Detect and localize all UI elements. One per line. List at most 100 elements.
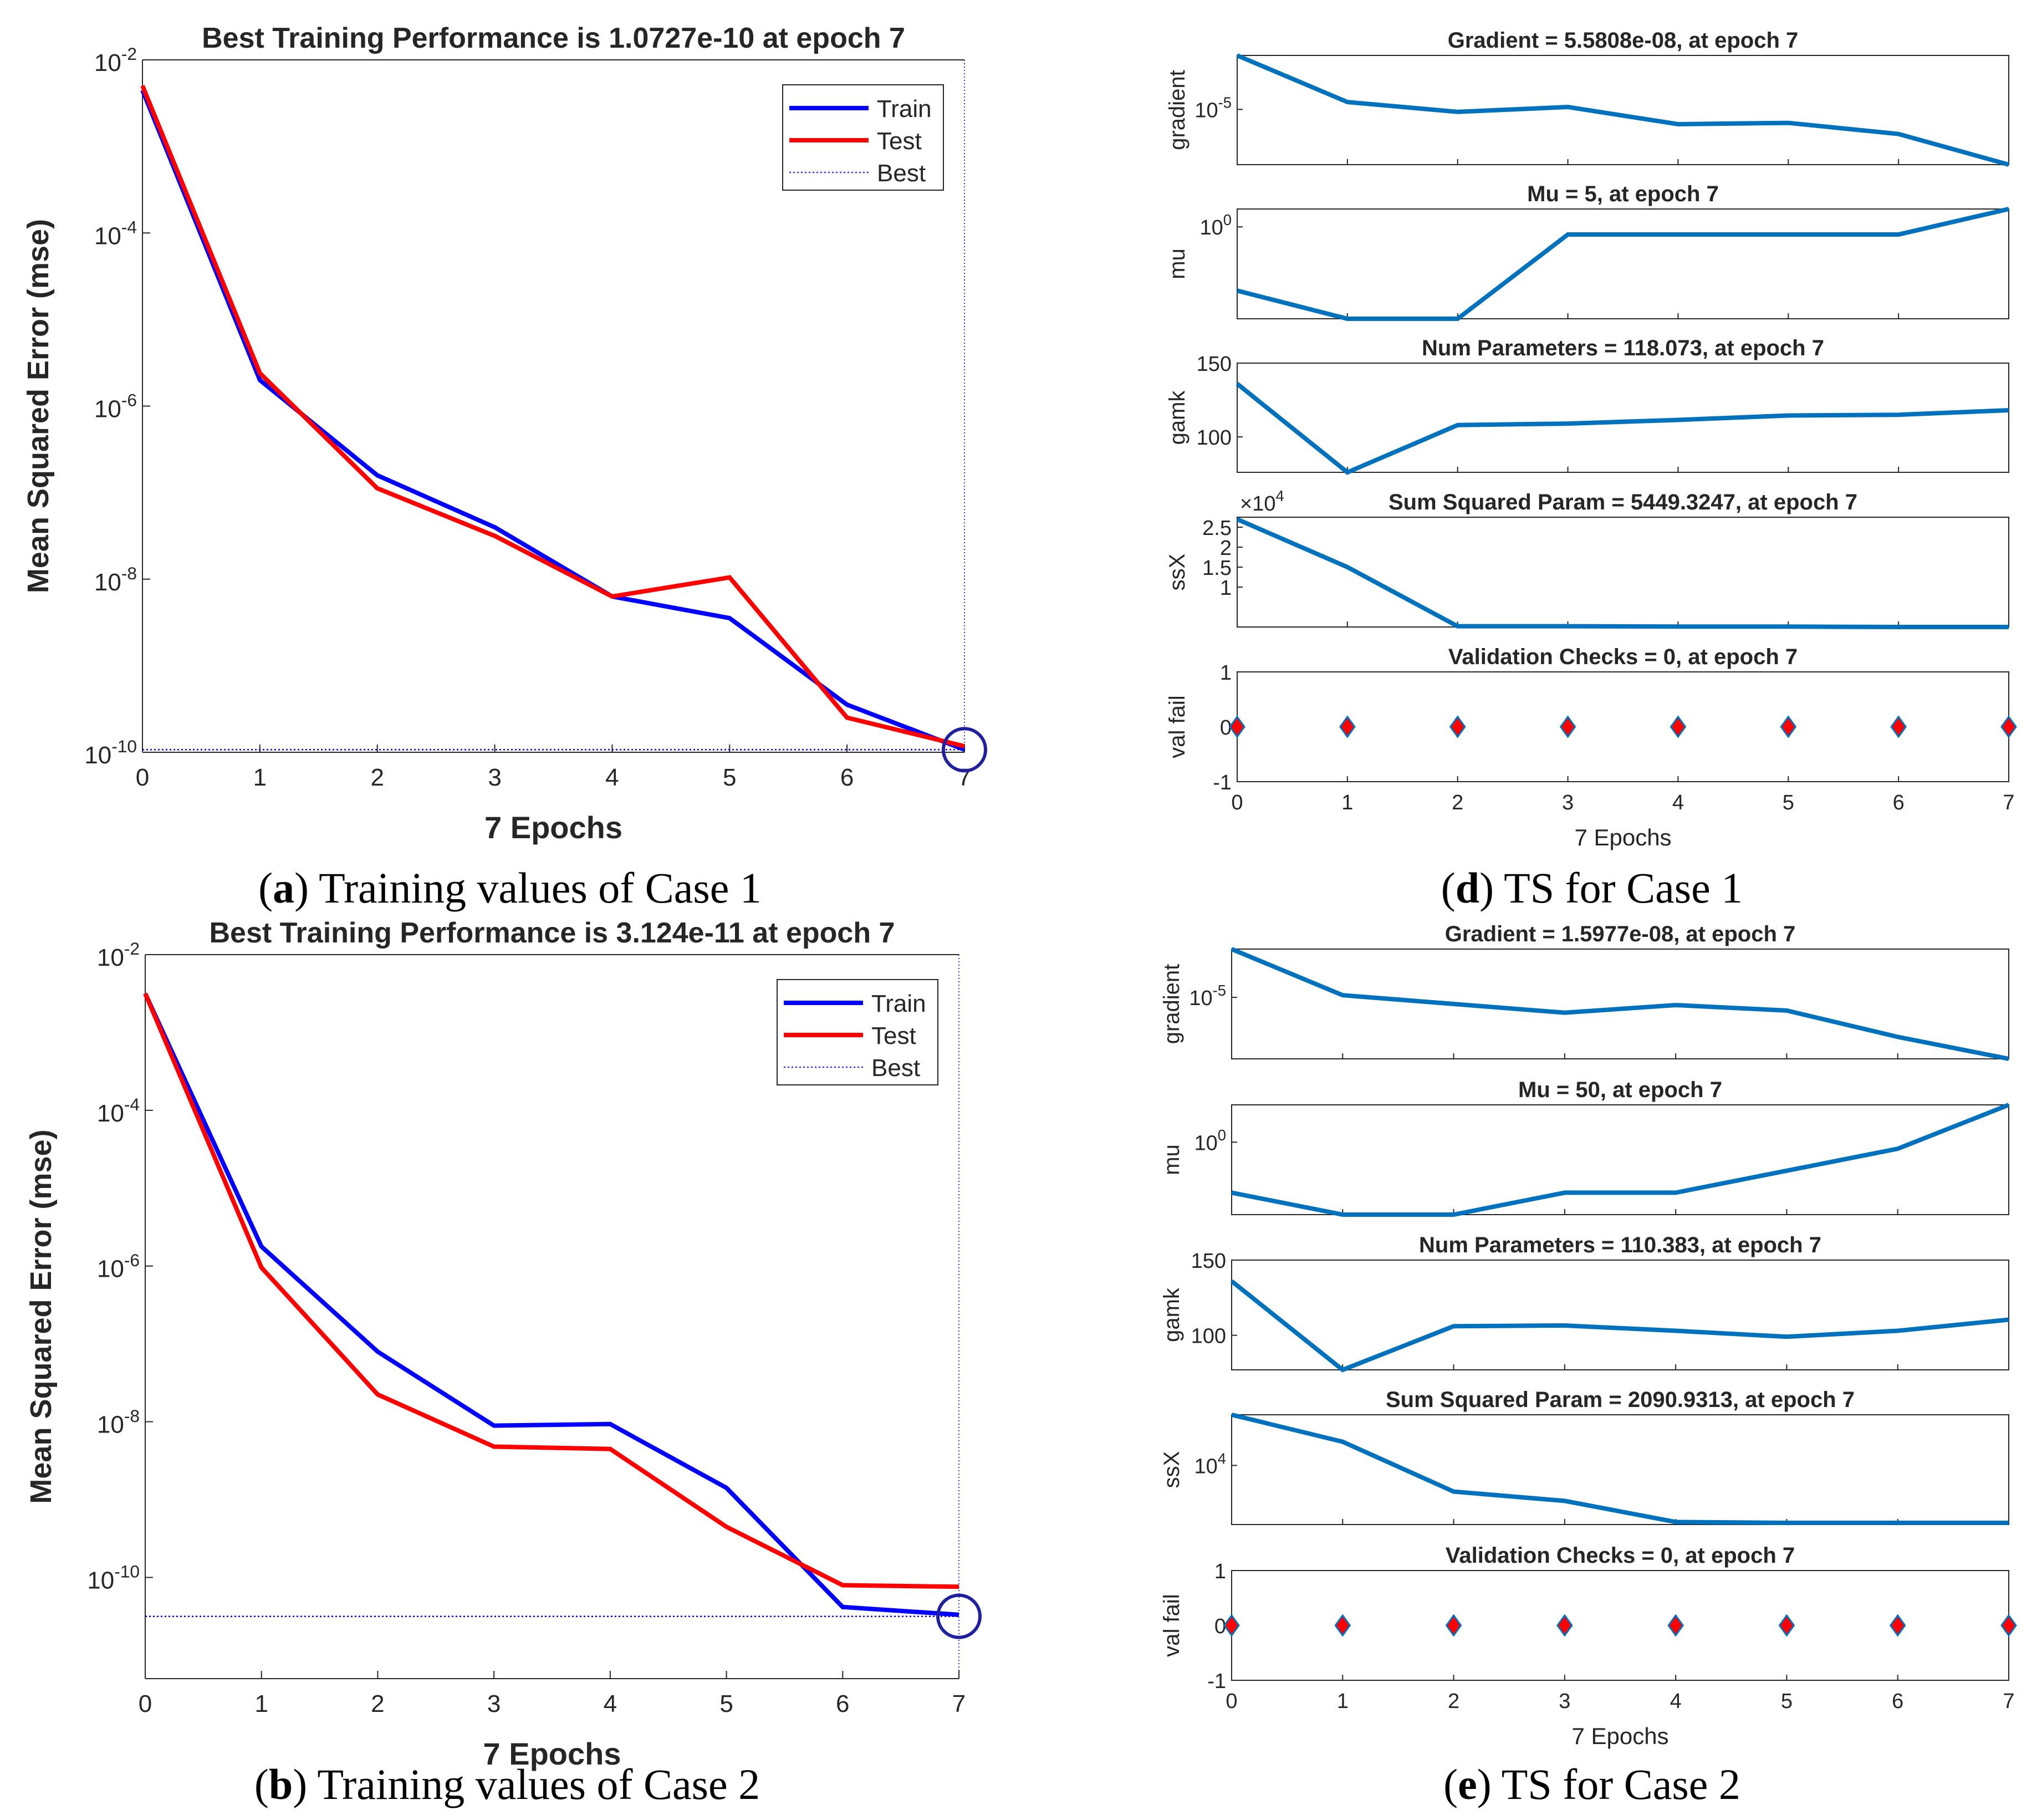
y-tick-label: 10-6	[97, 1250, 140, 1283]
validation-check-marker	[1890, 715, 1907, 738]
y-tick-label: 10-2	[94, 44, 137, 77]
y-tick-label: 10-4	[97, 1094, 140, 1127]
subplot-frame	[1231, 1260, 2009, 1370]
x-tick-label: 1	[1341, 791, 1353, 814]
figure-caption: (b) Training values of Case 2	[254, 1760, 760, 1808]
best-point-marker	[936, 1593, 982, 1639]
validation-check-marker	[1223, 1614, 1240, 1637]
x-tick-label: 3	[487, 1690, 501, 1717]
subplot-title: Mu = 5, at epoch 7	[1527, 182, 1719, 206]
x-tick-label: 6	[1893, 791, 1905, 814]
figure-caption: (e) TS for Case 2	[1443, 1760, 1740, 1808]
subplot-y-label: gradient	[1165, 70, 1190, 150]
x-tick-label: 3	[1559, 1690, 1570, 1713]
x-tick-label: 0	[1226, 1690, 1237, 1713]
y-tick-label: 10-2	[97, 939, 140, 971]
subplot-y-label: gamk	[1165, 390, 1190, 445]
subplot-y-label: gradient	[1160, 964, 1184, 1044]
y-tick-label: 2.5	[1202, 517, 1232, 540]
subplot-title: Num Parameters = 110.383, at epoch 7	[1419, 1233, 1821, 1257]
y-tick-label: 10-6	[94, 390, 137, 423]
x-tick-label: 7	[958, 764, 971, 791]
x-tick-label: 3	[1562, 791, 1574, 814]
subplot-series-line	[1236, 53, 2010, 167]
y-tick-label: 100	[1197, 426, 1232, 450]
x-tick-label: 0	[1231, 791, 1243, 814]
series-line-train	[140, 89, 966, 752]
x-tick-label: 1	[253, 764, 267, 791]
y-tick-label: -1	[1213, 771, 1232, 794]
validation-check-marker	[2000, 1614, 2017, 1637]
y-tick-label: 10-8	[97, 1406, 140, 1439]
caption-text: ) Training values of Case 2	[293, 1760, 760, 1808]
y-tick-label: 10-4	[94, 217, 137, 249]
y-tick-label: 100	[1200, 211, 1232, 239]
x-tick-label: 0	[139, 1690, 152, 1717]
y-tick-label: 0	[1220, 716, 1232, 740]
x-tick-label: 3	[488, 764, 501, 791]
subplot-series-line	[1231, 1103, 2010, 1217]
y-tick-label: 1	[1214, 1560, 1226, 1583]
series-line-train	[143, 992, 959, 1617]
caption-letter: e	[1458, 1760, 1477, 1808]
subplot-series-line	[1231, 1413, 2009, 1525]
subplot-title: Validation Checks = 0, at epoch 7	[1446, 1543, 1795, 1568]
y-tick-label: 10-5	[1194, 94, 1232, 122]
caption-text: ) Training values of Case 1	[294, 864, 762, 912]
validation-check-marker	[1559, 715, 1576, 738]
validation-check-marker	[1778, 1614, 1795, 1637]
x-tick-label: 2	[1448, 1690, 1459, 1713]
y-tick-label: 150	[1197, 353, 1232, 376]
validation-check-marker	[1556, 1614, 1573, 1637]
y-tick-label: 100	[1194, 1126, 1227, 1155]
x-tick-label: 1	[254, 1690, 268, 1717]
caption-text: ) TS for Case 1	[1479, 864, 1743, 912]
chart-title: Best Training Performance is 1.0727e-10 …	[202, 22, 905, 54]
caption-letter: b	[269, 1760, 293, 1808]
subplot-title: Sum Squared Param = 5449.3247, at epoch …	[1388, 490, 1857, 514]
subplot-y-label: gamk	[1160, 1287, 1184, 1342]
y-tick-label: 10-8	[94, 563, 137, 596]
y-tick-label: 1.5	[1202, 557, 1232, 580]
subplot-title: Gradient = 5.5808e-08, at epoch 7	[1448, 28, 1799, 53]
chart-title: Best Training Performance is 3.124e-11 a…	[210, 917, 895, 949]
x-axis-label: 7 Epochs	[1574, 824, 1671, 850]
subplot-title: Sum Squared Param = 2090.9313, at epoch …	[1386, 1388, 1855, 1412]
x-tick-label: 6	[836, 1690, 849, 1717]
y-tick-label: 1	[1220, 661, 1232, 685]
validation-check-marker	[1445, 1614, 1462, 1637]
x-tick-label: 1	[1337, 1690, 1349, 1713]
legend-label-train: Train	[877, 95, 932, 123]
y-tick-label: 1	[1220, 577, 1232, 600]
validation-check-marker	[1229, 715, 1245, 738]
subplot-frame	[1231, 1414, 2009, 1525]
subplot-frame	[1237, 55, 2009, 165]
y-tick-label: -1	[1207, 1670, 1226, 1693]
subplot-series-line	[1230, 1279, 2009, 1373]
subplot-y-label: mu	[1160, 1144, 1184, 1175]
legend-label-best: Best	[877, 160, 926, 187]
figure-caption: (a) Training values of Case 1	[258, 864, 762, 912]
legend-label-test: Test	[871, 1022, 916, 1049]
legend-label-best: Best	[871, 1054, 920, 1082]
caption-text: ) TS for Case 2	[1477, 1760, 1740, 1808]
subplot-y-label: val fail	[1160, 1594, 1184, 1656]
x-tick-label: 0	[136, 764, 149, 791]
subplot-y-label: ssX	[1165, 554, 1190, 591]
validation-check-marker	[1334, 1614, 1351, 1637]
y-tick-label: 10-10	[84, 736, 137, 769]
validation-check-marker	[1670, 715, 1687, 738]
x-tick-label: 4	[604, 1690, 617, 1717]
y-tick-label: 10-5	[1189, 982, 1226, 1010]
legend-label-test: Test	[877, 128, 922, 155]
x-tick-label: 4	[1672, 791, 1684, 814]
subplot-frame	[1237, 208, 2009, 319]
x-tick-label: 7	[2003, 1690, 2014, 1713]
series-line-test	[143, 992, 959, 1589]
x-tick-label: 5	[719, 1690, 733, 1717]
subplot-title: Gradient = 1.5977e-08, at epoch 7	[1445, 922, 1796, 946]
figure-caption: (d) TS for Case 1	[1441, 864, 1743, 912]
x-tick-label: 5	[723, 764, 736, 791]
x-tick-label: 4	[1670, 1690, 1682, 1713]
